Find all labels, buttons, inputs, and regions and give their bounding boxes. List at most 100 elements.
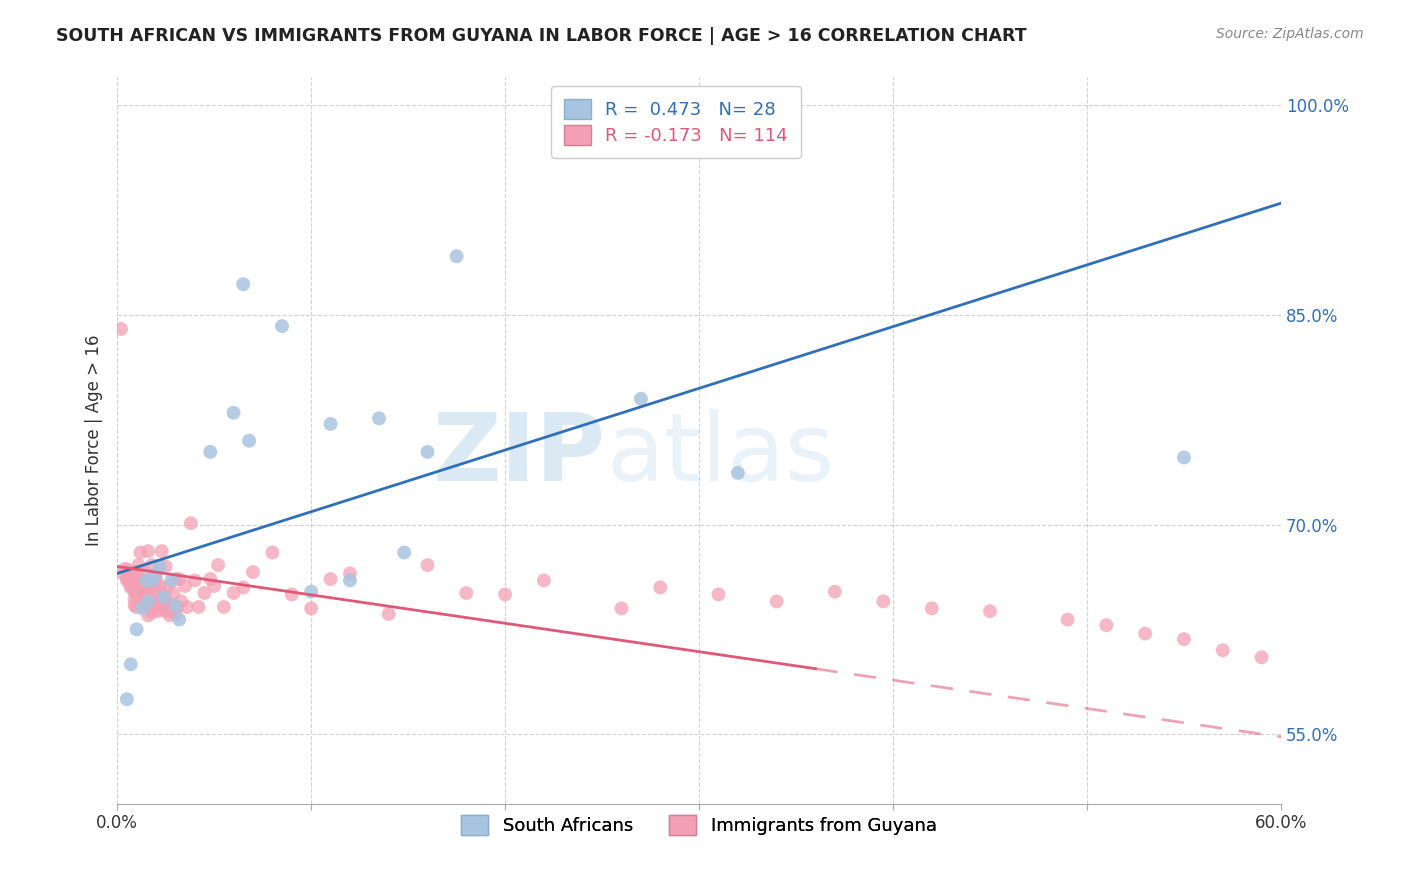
Point bbox=[136, 594, 159, 608]
Point bbox=[180, 516, 202, 530]
Point bbox=[152, 587, 174, 601]
Point bbox=[128, 591, 150, 605]
Point bbox=[125, 587, 148, 601]
Point bbox=[143, 599, 166, 613]
Point bbox=[262, 545, 284, 559]
Point bbox=[146, 587, 169, 601]
Point bbox=[118, 574, 141, 588]
Point bbox=[159, 601, 181, 615]
Point bbox=[1173, 632, 1195, 646]
Point bbox=[184, 574, 207, 588]
Point bbox=[129, 586, 152, 600]
Point bbox=[1133, 626, 1156, 640]
Point bbox=[115, 692, 138, 706]
Point bbox=[141, 558, 163, 572]
Point bbox=[145, 566, 167, 581]
Point bbox=[156, 597, 179, 611]
Y-axis label: In Labor Force | Age > 16: In Labor Force | Age > 16 bbox=[86, 335, 103, 547]
Point bbox=[222, 586, 245, 600]
Point bbox=[238, 434, 260, 448]
Point bbox=[339, 566, 361, 581]
Point bbox=[707, 587, 730, 601]
Point bbox=[368, 411, 391, 425]
Point bbox=[124, 593, 146, 607]
Point bbox=[136, 544, 159, 558]
Point bbox=[165, 572, 187, 586]
Point bbox=[339, 574, 361, 588]
Point bbox=[446, 249, 468, 263]
Point bbox=[212, 599, 235, 614]
Point bbox=[115, 571, 138, 585]
Point bbox=[115, 574, 138, 588]
Point bbox=[394, 545, 416, 559]
Point bbox=[222, 406, 245, 420]
Point bbox=[232, 581, 254, 595]
Point bbox=[110, 322, 132, 336]
Point bbox=[149, 594, 172, 608]
Text: ZIP: ZIP bbox=[433, 409, 606, 501]
Point bbox=[167, 613, 190, 627]
Text: SOUTH AFRICAN VS IMMIGRANTS FROM GUYANA IN LABOR FORCE | AGE > 16 CORRELATION CH: SOUTH AFRICAN VS IMMIGRANTS FROM GUYANA … bbox=[56, 27, 1026, 45]
Point bbox=[155, 594, 177, 608]
Point bbox=[121, 565, 143, 579]
Point bbox=[128, 558, 150, 572]
Point bbox=[131, 574, 153, 588]
Point bbox=[118, 566, 141, 581]
Point bbox=[630, 392, 652, 406]
Point bbox=[1173, 450, 1195, 465]
Point bbox=[271, 319, 294, 334]
Point bbox=[152, 591, 174, 605]
Point bbox=[125, 623, 148, 637]
Point bbox=[139, 579, 162, 593]
Point bbox=[610, 601, 633, 615]
Point bbox=[149, 579, 172, 593]
Point bbox=[416, 445, 439, 459]
Point bbox=[143, 579, 166, 593]
Point bbox=[200, 572, 222, 586]
Point bbox=[456, 586, 478, 600]
Point bbox=[160, 574, 183, 588]
Point bbox=[167, 572, 190, 586]
Point bbox=[176, 599, 198, 614]
Point bbox=[281, 587, 304, 601]
Point bbox=[124, 586, 146, 600]
Point bbox=[155, 559, 177, 574]
Point bbox=[533, 574, 555, 588]
Point bbox=[150, 601, 173, 615]
Point bbox=[134, 593, 156, 607]
Point bbox=[145, 594, 167, 608]
Point bbox=[124, 599, 146, 613]
Point bbox=[125, 579, 148, 593]
Point bbox=[872, 594, 894, 608]
Point bbox=[136, 608, 159, 623]
Point bbox=[494, 587, 516, 601]
Point bbox=[187, 599, 209, 614]
Point bbox=[134, 565, 156, 579]
Point bbox=[118, 574, 141, 588]
Point bbox=[120, 572, 142, 586]
Point bbox=[136, 601, 159, 615]
Point bbox=[121, 576, 143, 591]
Point bbox=[979, 604, 1001, 618]
Point bbox=[165, 599, 187, 613]
Point bbox=[165, 607, 187, 621]
Point bbox=[299, 584, 322, 599]
Point bbox=[727, 466, 749, 480]
Point bbox=[160, 599, 183, 614]
Point bbox=[162, 586, 184, 600]
Point bbox=[131, 599, 153, 613]
Point bbox=[319, 572, 342, 586]
Text: atlas: atlas bbox=[606, 409, 834, 501]
Point bbox=[121, 579, 143, 593]
Point bbox=[207, 558, 229, 572]
Point bbox=[114, 562, 136, 576]
Point bbox=[232, 277, 254, 292]
Text: Source: ZipAtlas.com: Source: ZipAtlas.com bbox=[1216, 27, 1364, 41]
Point bbox=[155, 604, 177, 618]
Point bbox=[129, 545, 152, 559]
Point bbox=[135, 579, 157, 593]
Point bbox=[121, 572, 143, 586]
Point bbox=[131, 579, 153, 593]
Point bbox=[319, 417, 342, 431]
Point bbox=[139, 591, 162, 605]
